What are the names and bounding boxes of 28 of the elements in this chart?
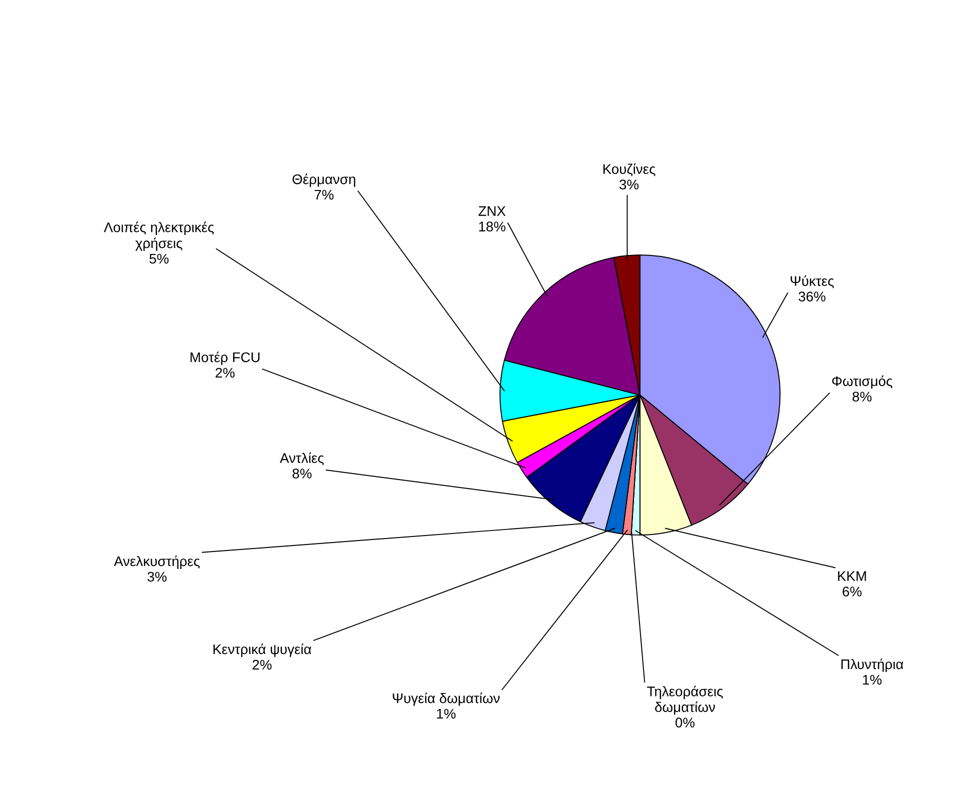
data-label: 3%: [147, 572, 167, 582]
slice-label: Κουζίνες: [603, 163, 656, 176]
slice-label: Ανελκυστήρες: [114, 556, 200, 569]
data-label: 2%: [216, 368, 235, 378]
slice-label: Κεντρικά ψυγεία: [214, 644, 312, 657]
slice-label: Πλυντήρια: [841, 658, 904, 672]
slice-label: Λοιπές ηλεκτρικές χρήσεις: [104, 222, 214, 251]
data-label: 6%: [842, 586, 862, 596]
slice-label: Μοτέρ FCU: [190, 352, 260, 365]
text: 0%: [676, 718, 695, 728]
data-label: 36%: [798, 292, 826, 302]
data-label: 8%: [292, 468, 312, 478]
data-label: 5%: [150, 254, 169, 264]
data-label: 2%: [252, 660, 272, 670]
data-label: 7%: [314, 190, 334, 200]
data-label: 8%: [852, 392, 872, 402]
data-label: 1%: [437, 708, 456, 719]
slice-label: Αντλίες: [280, 452, 324, 466]
slice-label: ΚΚΜ: [838, 571, 866, 581]
slice-label: Φωτισμός: [832, 375, 892, 389]
data-label: 3%: [619, 180, 639, 190]
data-label: 1%: [863, 674, 882, 685]
data-label: 18%: [479, 222, 506, 232]
slice-label: Ψυγεία δωματίων: [392, 692, 500, 706]
category-label: Τηλεοράσεις δωματίων: [647, 686, 723, 715]
slice-label: Ψύκτες: [790, 275, 834, 288]
slice-label: ZNX: [478, 206, 506, 216]
slice-label: Θέρμανση: [292, 174, 356, 187]
